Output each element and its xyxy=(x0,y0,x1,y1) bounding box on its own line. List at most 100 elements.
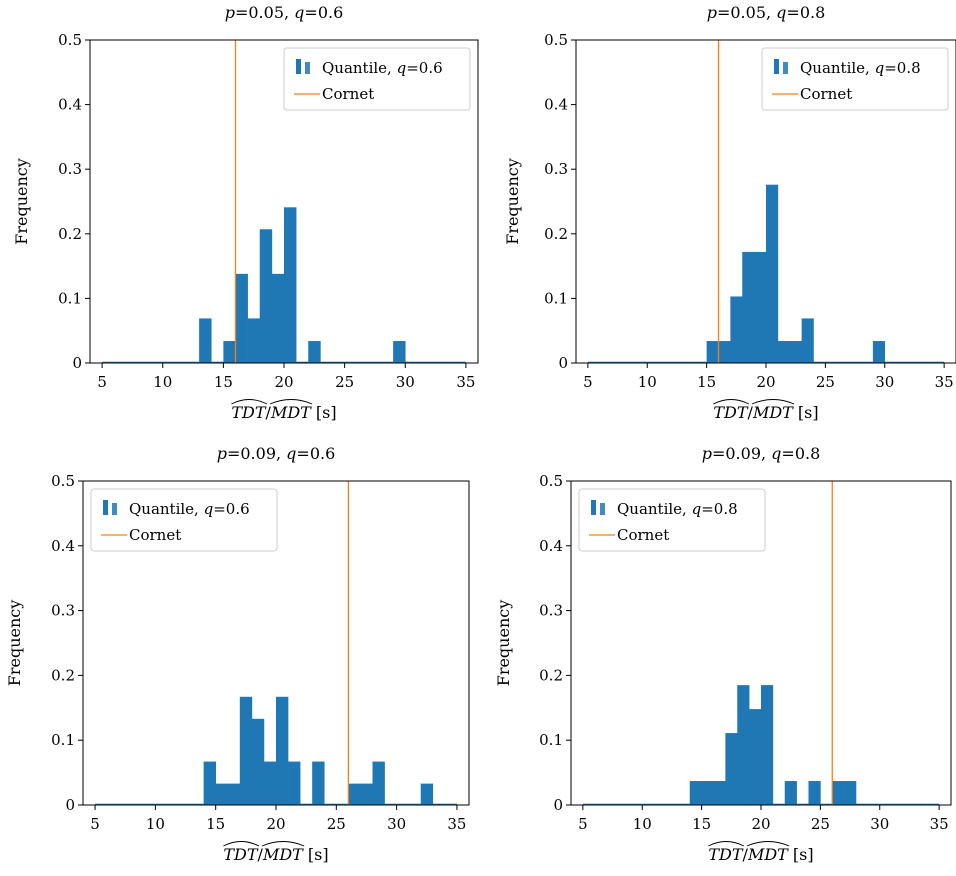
xlabel-unit: [s] xyxy=(303,845,329,864)
x-tick-label: 10 xyxy=(153,373,172,391)
title-part-4: =0.8 xyxy=(781,444,820,463)
title-part-4: =0.6 xyxy=(304,3,343,22)
y-tick-label: 0.4 xyxy=(58,96,82,114)
panel-title: p=0.05, q=0.6 xyxy=(225,3,344,22)
x-tick-label: 15 xyxy=(214,373,233,391)
title-part-4: =0.8 xyxy=(786,3,825,22)
y-axis-label: Frequency xyxy=(503,158,522,245)
y-tick-label: 0.1 xyxy=(51,731,75,749)
legend-bar-swatch xyxy=(591,500,596,515)
xlabel-num: TDT xyxy=(708,845,744,864)
legend: Quantile, q=0.6 Cornet xyxy=(283,47,471,111)
legend-bar-swatch xyxy=(600,503,605,515)
leg-part-2: =0.6 xyxy=(213,500,249,518)
leg-part-1: q xyxy=(204,500,214,518)
histogram-bar xyxy=(742,251,755,363)
legend-entry-cornet: Cornet xyxy=(129,526,181,544)
y-tick-label: 0.3 xyxy=(539,602,563,620)
histogram-bar xyxy=(259,229,273,363)
x-tick-label: 15 xyxy=(692,815,711,833)
x-tick-label: 25 xyxy=(335,373,354,391)
title-part-2: =0.09, xyxy=(712,444,771,463)
legend-bar-swatch xyxy=(774,59,779,74)
histogram-bar xyxy=(203,761,216,805)
x-tick-label: 5 xyxy=(97,373,107,391)
legend-bar-swatch xyxy=(305,62,310,74)
y-tick-label: 0.5 xyxy=(539,472,563,490)
title-part-3: q xyxy=(286,444,296,463)
title-part-4: =0.6 xyxy=(296,444,335,463)
x-tick-label: 20 xyxy=(274,373,293,391)
histogram-bar xyxy=(223,341,236,363)
x-tick-label: 25 xyxy=(816,373,835,391)
x-tick-label: 35 xyxy=(935,373,954,391)
histogram-bar xyxy=(393,341,406,363)
panel-title: p=0.09, q=0.8 xyxy=(702,444,821,463)
y-tick-label: 0.1 xyxy=(544,289,568,307)
x-tick-label: 30 xyxy=(396,373,415,391)
title-part-1: p xyxy=(225,3,235,22)
hat-accent xyxy=(261,841,305,847)
legend-bar-swatch xyxy=(112,503,117,515)
x-tick-label: 35 xyxy=(447,815,466,833)
y-tick-label: 0.4 xyxy=(51,537,75,555)
histogram-bar xyxy=(271,273,285,363)
histogram-bar xyxy=(701,781,714,805)
histogram-bar xyxy=(263,761,277,805)
leg-part-0: Quantile, xyxy=(322,59,397,77)
xlabel-unit: [s] xyxy=(788,845,814,864)
xlabel-slash: / xyxy=(748,403,754,422)
title-part-3: q xyxy=(776,3,786,22)
histogram-bar xyxy=(689,781,702,805)
histogram-bar xyxy=(276,696,289,805)
x-axis-label: TDT/MDT [s] xyxy=(223,845,328,864)
histogram-bar xyxy=(247,318,261,363)
hat-accent xyxy=(751,399,795,405)
histogram-bar xyxy=(801,318,814,363)
histogram-bar xyxy=(737,685,750,805)
hat-accent xyxy=(231,399,268,405)
x-tick-label: 20 xyxy=(751,815,770,833)
legend: Quantile, q=0.8 Cornet xyxy=(761,47,949,111)
histogram-bar xyxy=(706,341,719,363)
legend-box xyxy=(283,47,471,111)
legend-entry-quantile: Quantile, q=0.8 xyxy=(800,59,921,77)
leg-part-1: q xyxy=(875,59,885,77)
title-part-3: q xyxy=(771,444,781,463)
legend-bar-swatch xyxy=(296,59,301,74)
histogram-bar xyxy=(730,296,743,363)
y-tick-label: 0.3 xyxy=(58,160,82,178)
y-tick-label: 0 xyxy=(558,354,568,372)
hat-accent xyxy=(223,841,260,847)
y-axis-label: Frequency xyxy=(12,158,31,245)
title-part-2: =0.05, xyxy=(235,3,294,22)
y-axis-label: Frequency xyxy=(5,600,24,687)
title-part-2: =0.09, xyxy=(227,444,286,463)
x-tick-label: 15 xyxy=(697,373,716,391)
xlabel-unit: [s] xyxy=(793,403,819,422)
leg-part-2: =0.6 xyxy=(406,59,442,77)
histogram-bar xyxy=(288,761,301,805)
x-tick-label: 25 xyxy=(327,815,346,833)
histogram-bar xyxy=(808,781,821,805)
histogram-bar xyxy=(754,251,767,363)
histogram-bar xyxy=(725,733,738,805)
x-tick-label: 35 xyxy=(930,815,949,833)
leg-part-1: q xyxy=(692,500,702,518)
x-tick-label: 25 xyxy=(811,815,830,833)
title-part-2: =0.05, xyxy=(717,3,776,22)
y-tick-label: 0 xyxy=(65,796,75,814)
histogram-bar xyxy=(749,709,762,805)
y-tick-label: 0.5 xyxy=(58,31,82,49)
histogram-bar xyxy=(844,781,857,805)
x-tick-label: 30 xyxy=(875,373,894,391)
xlabel-den: MDT xyxy=(270,403,312,422)
y-tick-label: 0.1 xyxy=(58,289,82,307)
y-tick-label: 0.5 xyxy=(544,31,568,49)
x-tick-label: 20 xyxy=(266,815,285,833)
histogram-bar xyxy=(284,207,297,363)
x-tick-label: 5 xyxy=(583,373,593,391)
xlabel-slash: / xyxy=(266,403,272,422)
y-tick-label: 0.2 xyxy=(51,666,75,684)
legend: Quantile, q=0.6 Cornet xyxy=(90,488,278,552)
